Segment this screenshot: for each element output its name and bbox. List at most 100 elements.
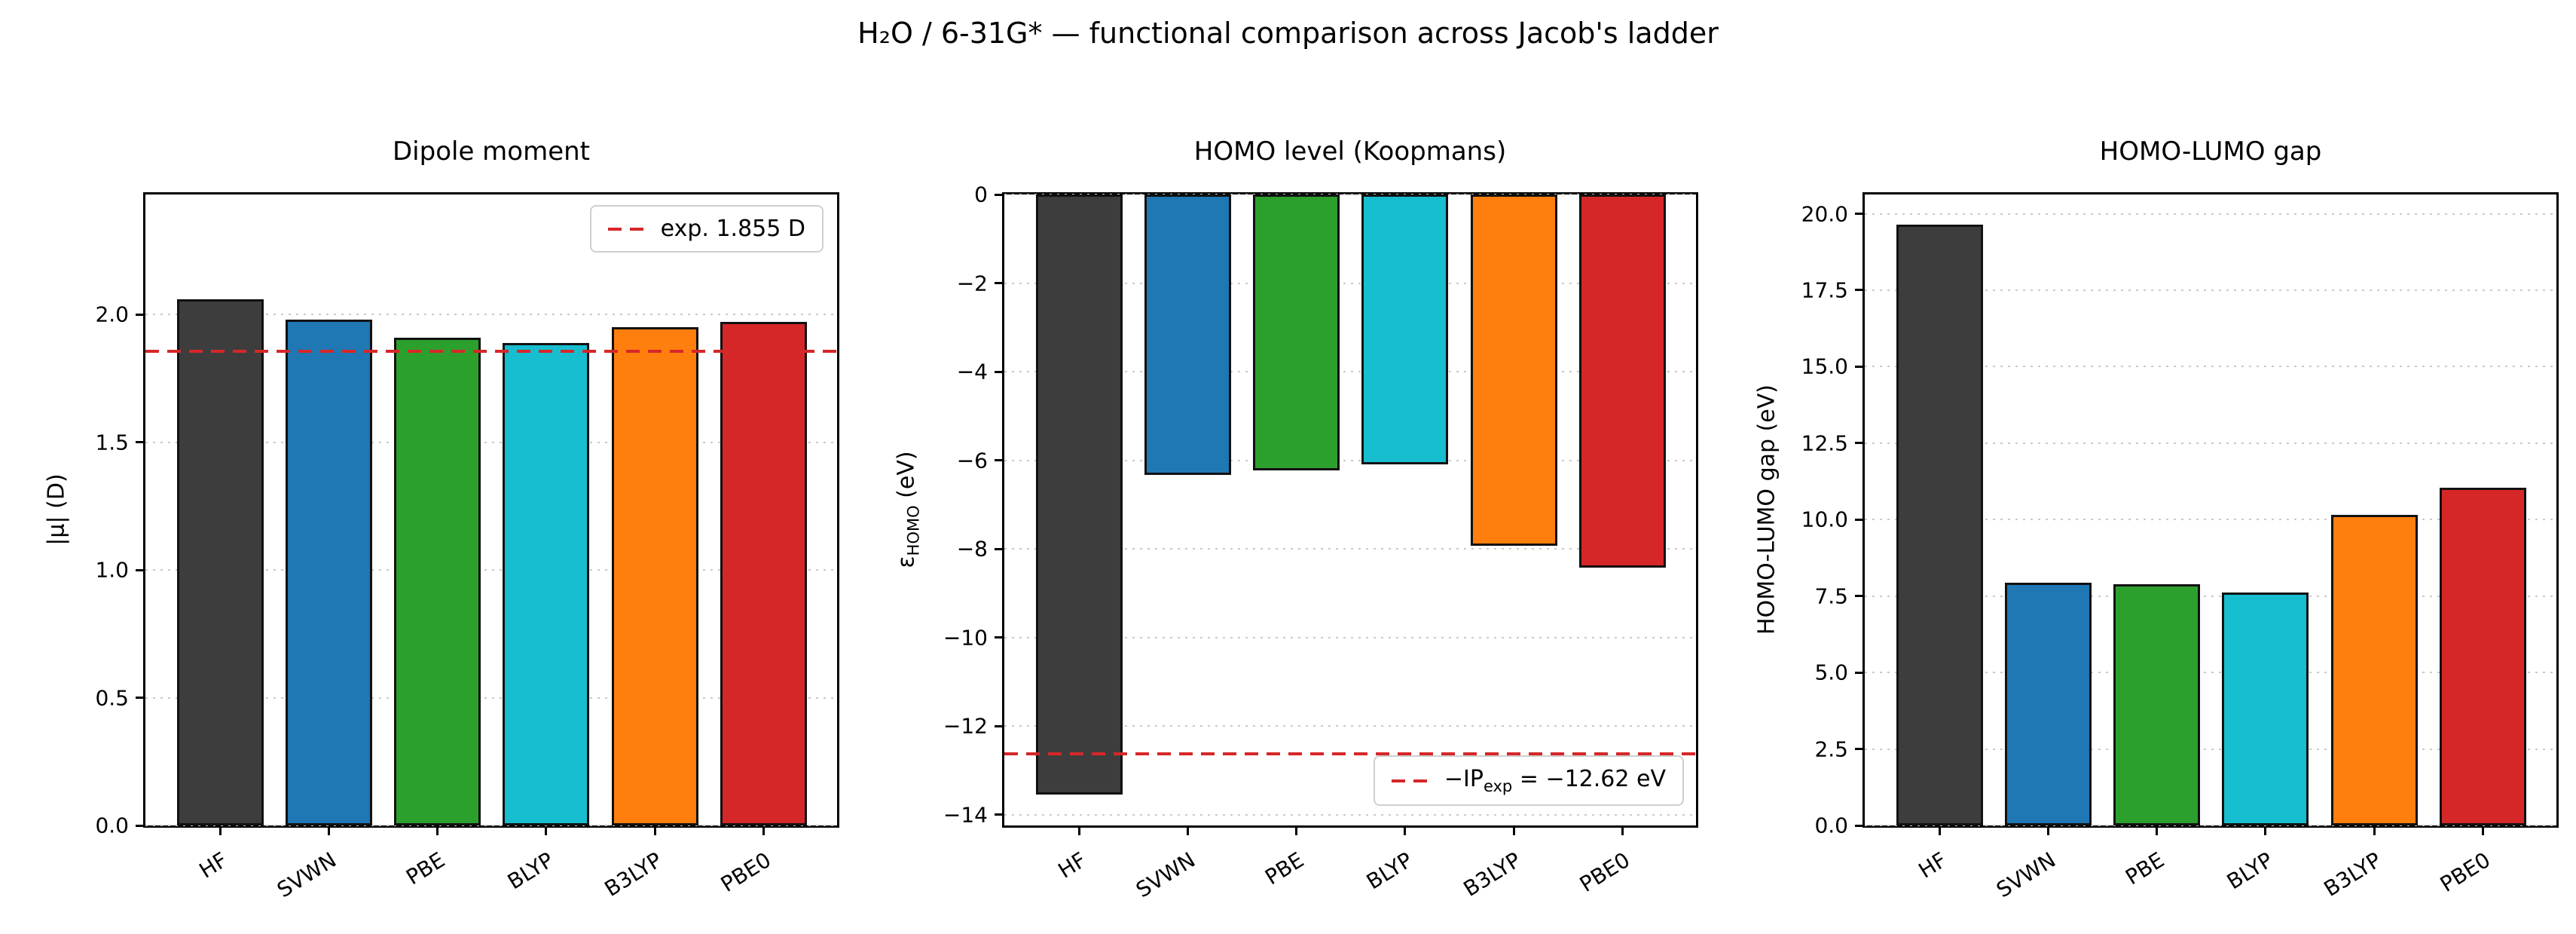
- bar-homo-lumo-gap-PBE0: [2440, 488, 2526, 825]
- gap-plot-area: 0.0 2.5 5.0 7.5 10.0 12.5 15.0 17.5 20.0 HF SVWN PB…: [1801, 194, 2556, 902]
- x-tick-label-PBE0: PBE0: [1575, 847, 1634, 897]
- x-tick-label-PBE0: PBE0: [716, 847, 775, 897]
- x-tick-label-BLYP: BLYP: [2222, 847, 2278, 895]
- x-tick-mark: [327, 828, 330, 835]
- y-tick-label: −4: [956, 359, 988, 384]
- x-tick-label-HF: HF: [194, 847, 232, 883]
- y-tick-mark: [995, 636, 1002, 639]
- y-tick-mark: [995, 282, 1002, 285]
- y-tick-label: 5.0: [1814, 660, 1848, 685]
- gridline: [1004, 371, 1696, 373]
- ylabel-epsilon: ε: [893, 556, 920, 568]
- gridline: [1004, 725, 1696, 727]
- y-tick-label: 2.5: [1814, 736, 1848, 762]
- y-tick-label: 0.0: [1814, 813, 1848, 838]
- y-tick-mark: [1855, 213, 1862, 216]
- bar-homo-level-PBE: [1253, 194, 1340, 470]
- legend-ip-text: −IP: [1444, 766, 1484, 792]
- x-tick-mark: [2264, 828, 2267, 835]
- gridline: [1004, 636, 1696, 638]
- gridline: [1865, 825, 2556, 826]
- gridline: [145, 569, 837, 571]
- y-tick-mark: [136, 568, 143, 571]
- y-tick-label: 15.0: [1801, 354, 1848, 379]
- legend-exp-subscript: exp: [1483, 777, 1513, 795]
- y-tick-label: 10.0: [1801, 507, 1848, 532]
- y-tick-label: 7.5: [1814, 583, 1848, 609]
- x-tick-mark: [1512, 828, 1515, 835]
- gridline: [1865, 213, 2556, 215]
- gridline: [145, 441, 837, 443]
- gridline: [1865, 289, 2556, 291]
- x-tick-mark: [1295, 828, 1298, 835]
- x-tick-label-SVWN: SVWN: [272, 847, 341, 903]
- y-tick-mark: [1855, 748, 1862, 751]
- red-dashed-line-icon: [607, 227, 647, 231]
- dipole-chart-title: Dipole moment: [392, 136, 591, 167]
- ylabel-unit: (eV): [893, 451, 920, 506]
- gridline: [1865, 519, 2556, 521]
- bar-dipole-moment-SVWN: [285, 320, 372, 825]
- bar-homo-level-PBE0: [1579, 194, 1666, 568]
- y-tick-label: 0.5: [95, 685, 129, 711]
- y-tick-mark: [995, 459, 1002, 462]
- y-tick-label: 1.5: [95, 430, 129, 455]
- bar-homo-lumo-gap-BLYP: [2222, 592, 2309, 825]
- x-tick-label-BLYP: BLYP: [503, 847, 558, 895]
- dipole-plot-area: 0.0 0.5 1.0 1.5 2.0 HF SVWN PBE BLYP B3LYP PBE0: [95, 194, 837, 902]
- homo-legend: −IPexp = −12.62 eV: [1373, 755, 1684, 806]
- x-tick-label-PBE: PBE: [2120, 847, 2169, 890]
- dipole-legend: exp. 1.855 D: [589, 205, 824, 253]
- x-tick-mark: [1938, 828, 1941, 835]
- gridline: [1004, 282, 1696, 284]
- y-tick-label: −12: [943, 713, 988, 739]
- bar-homo-level-HF: [1035, 194, 1123, 795]
- x-tick-label-SVWN: SVWN: [1131, 847, 1199, 903]
- bar-dipole-moment-PBE0: [720, 322, 807, 825]
- y-tick-mark: [995, 813, 1002, 816]
- y-tick-mark: [1855, 595, 1862, 598]
- homo-legend-label: −IPexp = −12.62 eV: [1444, 766, 1666, 795]
- y-tick-mark: [1855, 671, 1862, 674]
- legend-value-text: = −12.62 eV: [1512, 766, 1666, 792]
- y-tick-label: −8: [956, 536, 988, 562]
- dipole-legend-label: exp. 1.855 D: [660, 216, 805, 242]
- bar-dipole-moment-PBE: [394, 337, 481, 825]
- bar-dipole-moment-HF: [176, 299, 264, 825]
- gridline: [145, 697, 837, 699]
- x-tick-mark: [1186, 828, 1189, 835]
- reference-line-dipole-moment: [145, 350, 837, 354]
- x-tick-mark: [2046, 828, 2049, 835]
- homo-chart-title: HOMO level (Koopmans): [1193, 136, 1507, 167]
- bar-homo-lumo-gap-SVWN: [2004, 582, 2092, 825]
- bar-homo-lumo-gap-B3LYP: [2330, 515, 2418, 825]
- y-tick-mark: [995, 193, 1002, 196]
- x-tick-mark: [1621, 828, 1624, 835]
- x-tick-mark: [762, 828, 765, 835]
- y-tick-label: 0: [974, 182, 988, 207]
- x-tick-label-SVWN: SVWN: [1991, 847, 2060, 903]
- x-tick-mark: [2156, 828, 2159, 835]
- x-tick-label-PBE0: PBE0: [2435, 847, 2495, 897]
- x-tick-label-B3LYP: B3LYP: [2319, 847, 2386, 902]
- y-tick-mark: [136, 824, 143, 827]
- x-tick-mark: [436, 828, 439, 835]
- x-tick-mark: [2373, 828, 2376, 835]
- bar-homo-level-BLYP: [1361, 194, 1449, 464]
- y-tick-label: 2.0: [95, 302, 129, 327]
- gridline: [1865, 442, 2556, 444]
- x-tick-label-PBE: PBE: [401, 847, 450, 890]
- gridline: [145, 825, 837, 826]
- y-tick-mark: [136, 313, 143, 316]
- y-tick-mark: [1855, 289, 1862, 292]
- x-tick-label-HF: HF: [1914, 847, 1951, 883]
- gridline: [145, 314, 837, 316]
- gridline: [1004, 813, 1696, 816]
- y-tick-mark: [1855, 442, 1862, 445]
- dipole-y-axis-label: |μ| (D): [43, 473, 70, 546]
- homo-plot-area: 0 −2 −4 −6 −8 −10 −12 −14 HF SVWN PBE BLYP B3LYP PBE0: [943, 182, 1696, 902]
- y-tick-label: 0.0: [95, 813, 129, 838]
- homo-y-axis-label: εHOMO (eV): [894, 451, 923, 568]
- red-dashed-line-icon: [1391, 779, 1431, 782]
